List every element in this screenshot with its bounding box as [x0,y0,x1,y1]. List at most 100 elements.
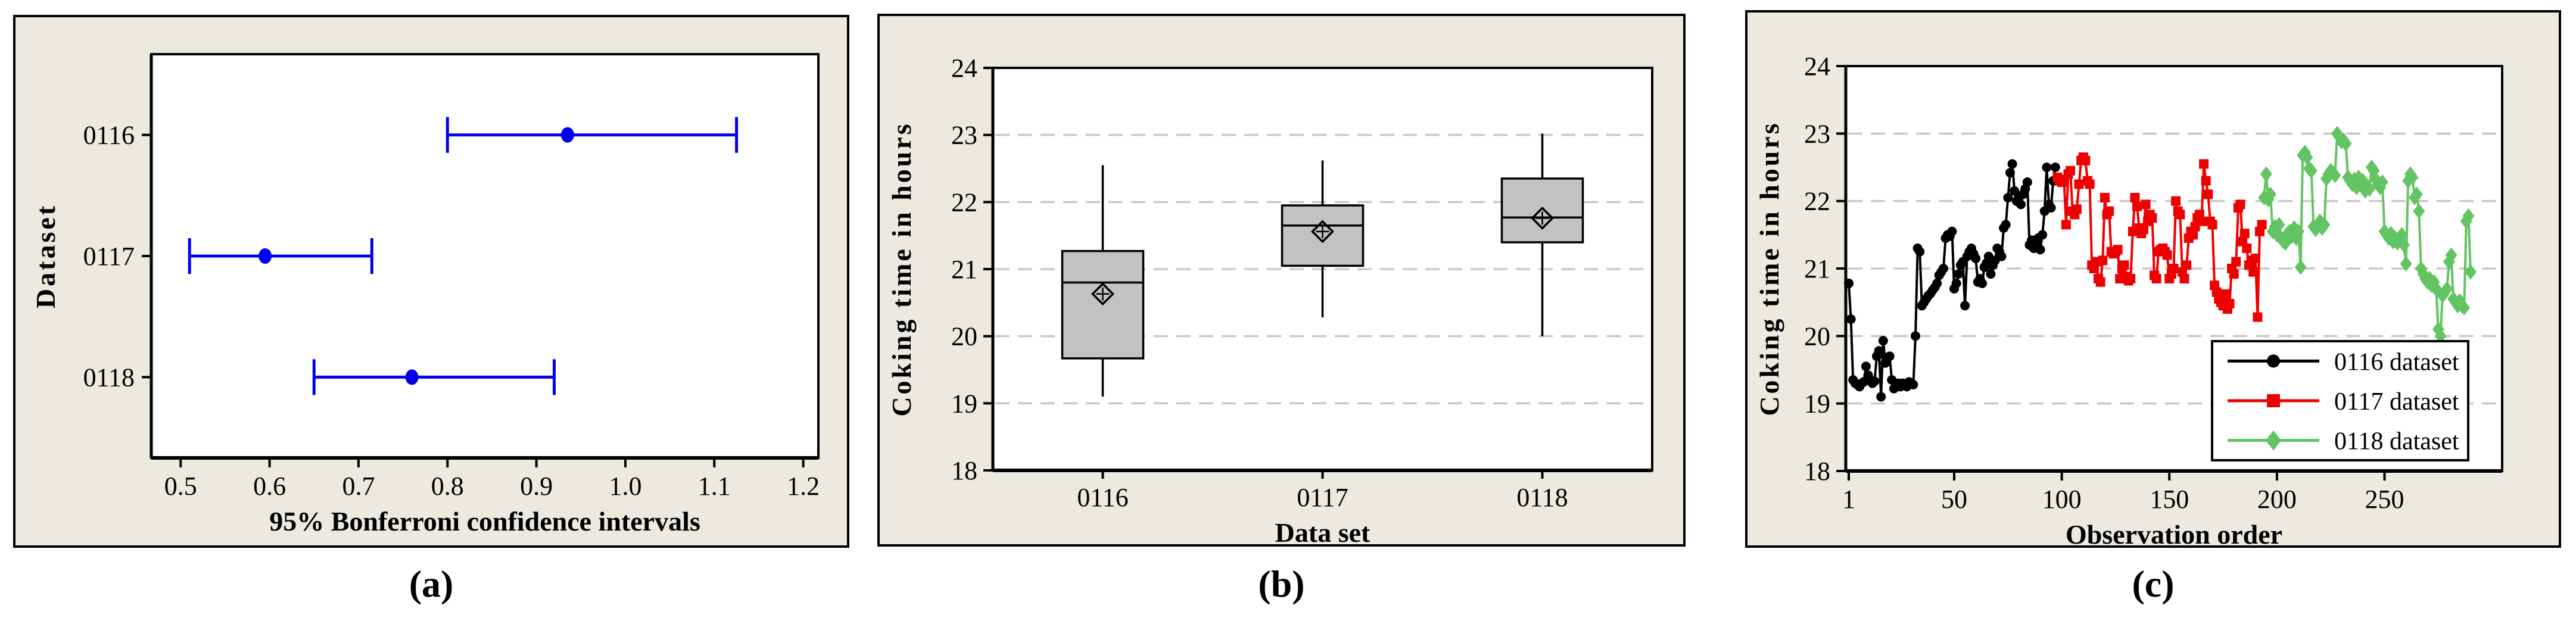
data-point [2445,247,2457,263]
data-point [2413,203,2425,219]
data-point [2113,245,2123,255]
data-point [1960,301,1970,311]
mean-marker [1091,282,1114,306]
data-point [2085,179,2095,189]
data-point [2022,177,2032,187]
y-category-label: 0116 [83,121,135,150]
legend-marker [2267,354,2280,368]
y-category-label: 0117 [83,242,135,271]
data-point [2188,230,2198,240]
data-point [1954,269,1964,279]
y-axis: 0116 0117 0118 [83,121,151,392]
data-point [2138,224,2148,235]
mean-marker [1311,220,1334,244]
data-point [2242,244,2252,253]
y-tick-label: 19 [1804,389,1830,419]
data-point [2350,180,2363,195]
legend-label: 0116 dataset [2334,348,2459,376]
data-point [2225,298,2235,308]
legend-label: 0118 dataset [2334,428,2459,455]
data-point [2410,186,2423,202]
data-point [2141,199,2151,210]
data-point [1938,264,1948,273]
data-point [2119,260,2129,270]
data-point [2098,255,2108,266]
y-tick-label: 23 [1804,119,1830,148]
data-point [2406,170,2419,185]
x-tick-label: 200 [2257,485,2297,514]
data-point [2169,264,2179,273]
data-point [2035,245,2045,255]
data-point [2253,312,2263,322]
data-point [2203,189,2213,199]
y-tick-label: 20 [1804,322,1830,351]
data-point [2235,199,2245,210]
data-point [2264,186,2277,202]
legend-label: 0117 dataset [2334,388,2459,416]
data-point [2151,274,2161,283]
y-tick-label: 18 [1804,457,1830,486]
data-point [2428,274,2440,290]
mean-marker [1531,206,1554,230]
data-point [2126,274,2136,283]
box-0118 [1500,133,1584,336]
data-point [2231,257,2241,267]
interval-center-point [405,369,419,385]
data-point [2100,193,2110,202]
y-tick-label: 22 [1804,187,1830,216]
data-point [2239,229,2250,239]
data-point [2374,180,2387,195]
data-point [2248,267,2259,277]
y-axis: 18 19 20 21 22 23 24 [1804,52,1846,486]
data-point [2292,223,2305,239]
x-tick-label: 50 [1941,485,1967,514]
data-point [2329,167,2341,183]
caption-panel-a: (a) [409,563,454,605]
data-point [2288,220,2300,236]
data-point [2398,237,2410,253]
data-point [2072,204,2082,214]
x-axis-title: Observation order [2066,519,2282,550]
series-0117-dataset [2052,152,2267,322]
data-point [2305,163,2318,179]
data-point [2001,220,2011,230]
x-axis-title: 95% Bonferroni confidence intervals [269,506,700,536]
data-point [2132,201,2142,211]
data-point [2007,159,2017,169]
data-point [2443,254,2455,270]
x-category-label: 0117 [1297,483,1348,512]
data-point [2005,168,2015,178]
legend-row-0116-dataset: 0116 dataset [2228,348,2459,376]
panel-c-observation-order-plot: 18 19 20 21 22 23 24 Coking time in hours 1 50 100… [1745,10,2561,550]
data-point [2175,210,2185,220]
data-point [2462,208,2475,224]
data-point [2432,322,2444,337]
legend-marker [2267,394,2280,407]
data-point [1971,254,1981,263]
data-point [2460,213,2472,229]
data-point [2104,206,2114,216]
data-point [1977,278,1987,288]
legend-row-0118-dataset: 0118 dataset [2228,428,2459,455]
y-axis-title: Coking time in hours [886,121,917,416]
data-point [2207,220,2217,230]
data-point [1915,247,1925,257]
x-tick-label: 1.2 [787,472,820,501]
interval-series [188,117,739,395]
data-point [1844,278,1854,288]
data-point [2220,289,2231,299]
y-tick-label: 22 [951,188,977,217]
iqr-box [1500,177,1584,244]
data-point [1846,314,1856,324]
x-axis: 0.5 0.6 0.7 0.8 0.9 1.0 1.1 1.2 [164,458,820,501]
y-tick-label: 24 [951,54,977,83]
data-point [1951,278,1961,288]
x-tick-label: 1.0 [609,472,641,501]
data-point [2042,163,2052,172]
data-point [2147,213,2157,223]
y-tick-label: 21 [1804,254,1830,283]
x-tick-label: 0.8 [431,472,464,501]
data-point [2038,230,2048,240]
